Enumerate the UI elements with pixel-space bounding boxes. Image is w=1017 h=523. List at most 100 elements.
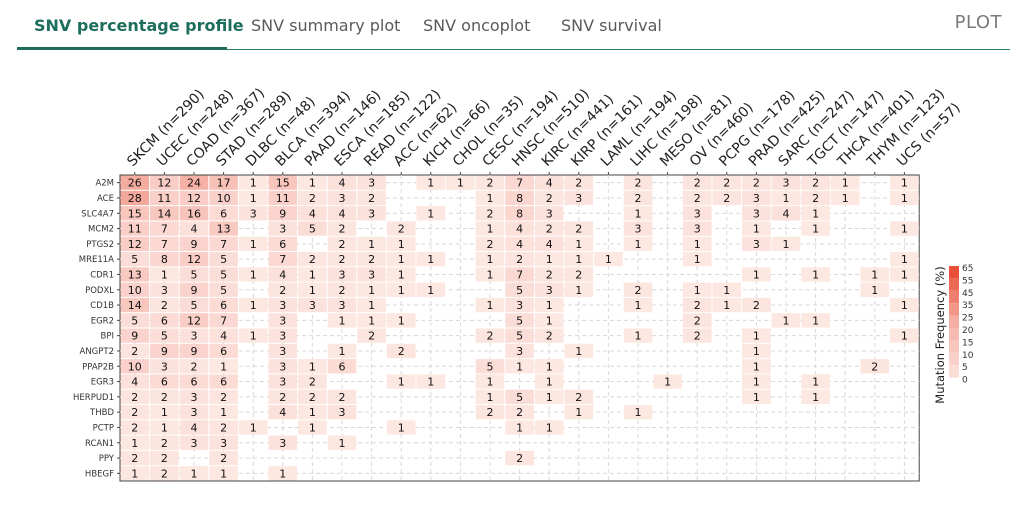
cell-value: 1 (635, 207, 642, 220)
cell-value: 2 (220, 421, 227, 434)
cell-value: 4 (516, 223, 523, 236)
heatmap-cell (120, 405, 150, 420)
row-label: SLC4A7 (81, 209, 114, 219)
tab-snv-survival[interactable]: SNV survival (561, 16, 662, 35)
tab-snv-percentage-profile[interactable]: SNV percentage profile (34, 16, 244, 35)
cell-value: 2 (487, 177, 494, 190)
cell-value: 8 (516, 192, 523, 205)
cell-value: 6 (161, 314, 168, 327)
cell-value: 9 (279, 207, 286, 220)
cell-value: 2 (339, 223, 346, 236)
heatmap-cell (209, 420, 238, 435)
heatmap-cell (179, 420, 209, 435)
cell-value: 6 (220, 299, 227, 312)
heatmap-cell (268, 252, 298, 267)
heatmap-cell (564, 190, 594, 206)
cell-value: 3 (279, 299, 286, 312)
cell-value: 1 (783, 238, 790, 251)
heatmap-cell (534, 206, 564, 221)
heatmap-cell (238, 267, 268, 282)
cell-value: 1 (694, 284, 701, 297)
heatmap-cell (534, 328, 564, 343)
legend-swatch (949, 365, 959, 378)
heatmap-cell (150, 252, 179, 267)
cell-value: 1 (901, 177, 908, 190)
cell-value: 7 (516, 177, 523, 190)
cell-value: 7 (279, 253, 286, 266)
heatmap-cell (475, 405, 505, 420)
heatmap-cell (475, 389, 505, 404)
cell-value: 2 (309, 253, 316, 266)
heatmap-cell (475, 267, 505, 282)
cell-value: 1 (753, 268, 760, 281)
cell-value: 7 (220, 238, 227, 251)
heatmap-cell (742, 328, 771, 343)
heatmap-cell (890, 297, 919, 313)
cell-value: 1 (398, 314, 405, 327)
heatmap-cell (179, 374, 209, 389)
cell-value: 1 (220, 406, 227, 419)
heatmap-cell (209, 359, 238, 374)
heatmap-cell (268, 466, 298, 481)
heatmap-cell (150, 374, 179, 389)
cell-value: 3 (220, 437, 227, 450)
cell-value: 16 (187, 207, 201, 220)
row-label: PPY (99, 454, 115, 464)
heatmap-cell (534, 359, 564, 374)
heatmap-cell (150, 420, 179, 435)
cell-value: 9 (191, 284, 198, 297)
cell-value: 5 (220, 253, 227, 266)
heatmap-cell (268, 175, 298, 190)
cell-value: 2 (694, 299, 701, 312)
heatmap-cell (238, 420, 268, 435)
cell-value: 3 (279, 345, 286, 358)
heatmap-cell (357, 190, 386, 206)
cell-value: 2 (220, 391, 227, 404)
heatmap-cell (534, 175, 564, 190)
heatmap-cell (209, 435, 238, 450)
cell-value: 10 (217, 192, 231, 205)
heatmap-cell (150, 206, 179, 221)
cell-value: 3 (635, 223, 642, 236)
cell-value: 1 (427, 284, 434, 297)
tab-snv-summary-plot[interactable]: SNV summary plot (251, 16, 401, 35)
heatmap-cell (179, 175, 209, 190)
heatmap-cell (742, 236, 771, 251)
cell-value: 2 (871, 360, 878, 373)
heatmap-cell (682, 297, 712, 313)
heatmap-cell (298, 206, 327, 221)
heatmap-cell (209, 343, 238, 359)
row-label: HBEGF (85, 469, 114, 479)
heatmap-cell (801, 389, 830, 404)
cell-value: 1 (161, 406, 168, 419)
cell-value: 1 (279, 467, 286, 480)
row-label: EGR3 (91, 378, 114, 388)
cell-value: 1 (546, 376, 553, 389)
cell-value: 1 (487, 253, 494, 266)
heatmap-cell (505, 221, 534, 236)
cell-value: 1 (753, 391, 760, 404)
legend-swatch (949, 340, 959, 353)
row-label: ANGPT2 (80, 347, 115, 357)
legend-swatch (949, 315, 959, 328)
heatmap-cell (120, 190, 150, 206)
cell-value: 3 (339, 268, 346, 281)
heatmap-cell (150, 328, 179, 343)
heatmap-cell (179, 267, 209, 282)
heatmap-cell (564, 405, 594, 420)
cell-value: 1 (398, 238, 405, 251)
heatmap-cell (623, 190, 653, 206)
cell-value: 1 (575, 406, 582, 419)
cell-value: 3 (694, 223, 701, 236)
cell-value: 1 (753, 330, 760, 343)
cell-value: 4 (546, 238, 553, 251)
heatmap-cell (298, 420, 327, 435)
heatmap-cell (505, 328, 534, 343)
heatmap-cell (150, 282, 179, 297)
tab-snv-oncoplot[interactable]: SNV oncoplot (423, 16, 531, 35)
cell-value: 2 (694, 192, 701, 205)
cell-value: 1 (339, 345, 346, 358)
cell-value: 6 (339, 360, 346, 373)
cell-value: 3 (753, 207, 760, 220)
cell-value: 5 (161, 330, 168, 343)
